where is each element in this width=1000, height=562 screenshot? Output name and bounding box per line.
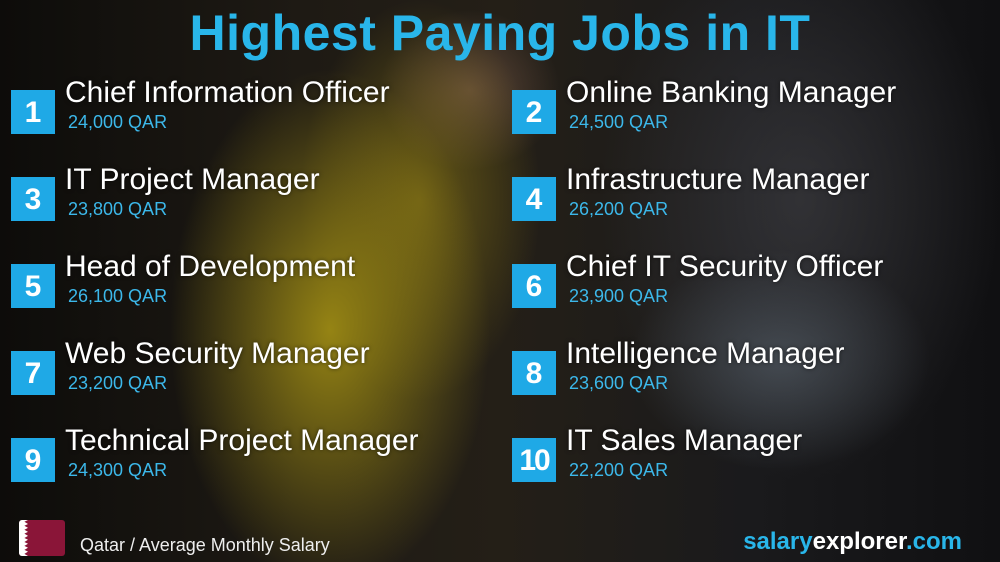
- rank-badge: 5: [11, 264, 55, 308]
- job-salary: 23,200 QAR: [68, 373, 168, 393]
- brand-part: explorer: [812, 528, 906, 555]
- rank-badge: 6: [512, 264, 556, 308]
- footer-caption: Qatar / Average Monthly Salary: [80, 535, 330, 555]
- job-salary: 24,500 QAR: [569, 112, 669, 132]
- job-item: 3 IT Project Manager 23,800 QAR: [11, 163, 451, 257]
- rank-badge: 9: [11, 438, 55, 482]
- job-item: 8 Intelligence Manager 23,600 QAR: [512, 337, 952, 431]
- qatar-flag-icon: [19, 520, 65, 556]
- brand-logo: salaryexplorer.com: [743, 528, 962, 556]
- job-salary: 23,800 QAR: [68, 199, 168, 219]
- job-item: 9 Technical Project Manager 24,300 QAR: [11, 424, 451, 518]
- job-salary: 24,000 QAR: [68, 112, 168, 132]
- job-salary: 26,200 QAR: [569, 199, 669, 219]
- rank-badge: 7: [11, 351, 55, 395]
- job-item: 4 Infrastructure Manager 26,200 QAR: [512, 163, 952, 257]
- job-title: Head of Development: [65, 250, 356, 283]
- rank-badge: 4: [512, 177, 556, 221]
- job-item: 6 Chief IT Security Officer 23,900 QAR: [512, 250, 952, 344]
- job-salary: 23,900 QAR: [569, 286, 669, 306]
- brand-part: salary: [743, 528, 813, 555]
- job-item: 5 Head of Development 26,100 QAR: [11, 250, 451, 344]
- job-title: Web Security Manager: [65, 337, 370, 370]
- rank-badge: 3: [11, 177, 55, 221]
- rank-badge: 8: [512, 351, 556, 395]
- job-item: 2 Online Banking Manager 24,500 QAR: [512, 76, 952, 170]
- job-title: Infrastructure Manager: [566, 163, 870, 196]
- rank-badge: 2: [512, 90, 556, 134]
- job-salary: 22,200 QAR: [569, 460, 669, 480]
- job-title: IT Project Manager: [65, 163, 320, 196]
- job-title: Chief Information Officer: [65, 76, 390, 109]
- job-salary: 24,300 QAR: [68, 460, 168, 480]
- job-item: 10 IT Sales Manager 22,200 QAR: [512, 424, 952, 518]
- job-item: 1 Chief Information Officer 24,000 QAR: [11, 76, 451, 170]
- job-title: IT Sales Manager: [566, 424, 803, 457]
- rank-badge: 1: [11, 90, 55, 134]
- job-salary: 23,600 QAR: [569, 373, 669, 393]
- job-title: Intelligence Manager: [566, 337, 845, 370]
- page-title: Highest Paying Jobs in IT: [189, 5, 811, 61]
- rank-badge: 10: [512, 438, 556, 482]
- job-title: Chief IT Security Officer: [566, 250, 884, 283]
- job-salary: 26,100 QAR: [68, 286, 168, 306]
- brand-part: .com: [905, 528, 962, 555]
- job-title: Technical Project Manager: [65, 424, 419, 457]
- job-item: 7 Web Security Manager 23,200 QAR: [11, 337, 451, 431]
- job-title: Online Banking Manager: [566, 76, 897, 109]
